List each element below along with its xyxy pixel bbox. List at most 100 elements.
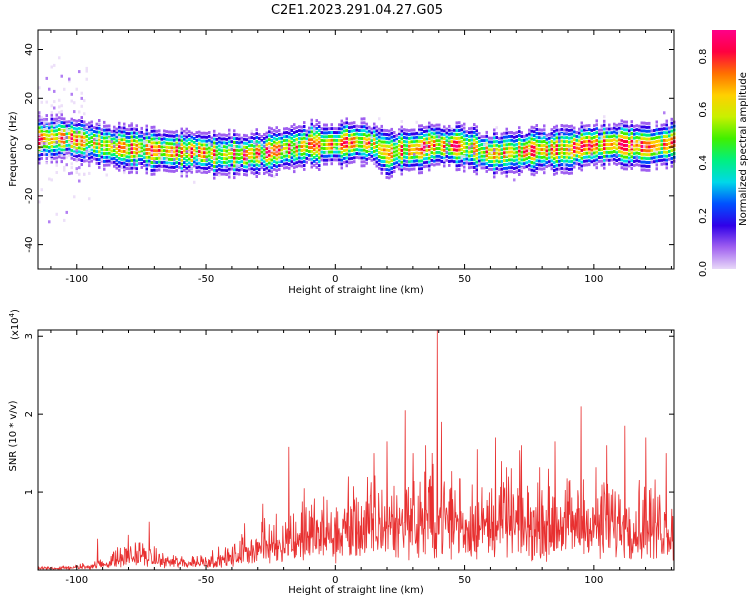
spectrogram-cell (335, 146, 338, 150)
spectrogram-cell (115, 154, 118, 158)
spectrogram-cell (570, 140, 573, 144)
spectrogram-cell (135, 143, 138, 147)
spectrogram-cell (123, 153, 126, 157)
spectrogram-cell (635, 156, 638, 160)
spectrogram-cell (210, 159, 213, 163)
spectrogram-cell (365, 161, 368, 165)
spectrogram-cell (53, 156, 56, 160)
spectrogram-cell (203, 135, 206, 139)
spectrogram-cell (263, 133, 266, 136)
spectrogram-cell (108, 151, 111, 155)
spectrogram-cell (663, 127, 666, 131)
spectrogram-cell (560, 159, 563, 163)
spectrogram-cell (278, 132, 281, 136)
spectrogram-cell (638, 132, 641, 136)
spectrogram-cell (178, 138, 181, 142)
spectrogram-cell (150, 141, 153, 145)
spectrogram-cell (48, 220, 51, 224)
spectrogram-cell (120, 126, 123, 130)
spectrogram-cell (268, 169, 271, 173)
spectrogram-cell (633, 152, 636, 156)
spectrogram-cell (580, 121, 583, 125)
spectrogram-cell (445, 127, 448, 131)
spectrogram-cell (108, 128, 111, 132)
spectrogram-cell (545, 141, 548, 145)
spectrogram-cell (380, 156, 383, 160)
spectrogram-cell (410, 136, 413, 140)
spectrogram-cell (93, 141, 96, 145)
spectrogram-cell (203, 162, 206, 166)
spectrogram-cell (220, 137, 223, 141)
spectrogram-cell (425, 164, 428, 168)
spectrogram-cell (73, 142, 76, 146)
spectrogram-cell (560, 163, 563, 166)
spectrogram-cell (630, 145, 633, 149)
spectrogram-cell (315, 123, 318, 126)
spectrogram-cell (433, 147, 436, 151)
spectrogram-cell (118, 121, 121, 125)
spectrogram-cell (168, 169, 171, 173)
spectrogram-cell (370, 158, 373, 162)
spectrogram-cell (475, 137, 478, 141)
spectrogram-cell (203, 155, 206, 159)
spectrogram-cell (213, 161, 216, 164)
spectrogram-cell (63, 117, 66, 121)
spectrogram-cell (373, 130, 376, 134)
spectrogram-cell (473, 134, 476, 138)
spectrogram-cell (335, 142, 338, 146)
spectrogram-cell (295, 157, 298, 161)
spectrogram-cell (505, 127, 508, 131)
spectrogram-cell (215, 134, 218, 137)
spectrogram-cell (533, 157, 536, 161)
spectrogram-cell (535, 139, 538, 143)
spectrogram-cell (408, 148, 411, 152)
spectrogram-cell (640, 156, 643, 160)
spectrogram-cell (593, 159, 596, 163)
spectrogram-cell (383, 148, 386, 152)
spectrogram-cell (70, 117, 73, 121)
spectrogram-cell (215, 153, 218, 157)
spectrogram-cell (468, 138, 471, 142)
spectrogram-cell (285, 146, 288, 150)
spectrogram-cell (380, 160, 383, 163)
spectrogram-cell (498, 152, 501, 156)
spectrogram-cell (603, 158, 606, 162)
spectrogram-cell (530, 141, 533, 145)
spectrogram-cell (200, 135, 203, 139)
spectrogram-cell (340, 146, 343, 150)
spectrogram-cell (503, 139, 506, 143)
spectrogram-cell (250, 143, 253, 147)
spectrogram-cell (655, 128, 658, 132)
spectrogram-cell (310, 134, 313, 138)
spectrogram-cell (385, 129, 388, 133)
spectrogram-cell (485, 130, 488, 134)
spectrogram-cell (238, 141, 241, 145)
spectrogram-cell (428, 152, 431, 156)
snr-y-tick-label: 3 (24, 333, 35, 339)
spectrogram-cell (603, 139, 606, 143)
spectrogram-cell (618, 142, 621, 146)
spectrogram-cell (223, 133, 226, 137)
spectrogram-cell (493, 144, 496, 148)
spectrogram-cell (245, 173, 248, 177)
spectrogram-cell (155, 145, 158, 149)
spectrogram-cell (365, 146, 368, 150)
spectrogram-cell (50, 104, 53, 108)
spectrogram-cell (75, 147, 78, 150)
spectrogram-cell (325, 135, 328, 139)
spectrogram-cell (343, 121, 346, 125)
spectrogram-cell (298, 144, 301, 148)
spectrogram-cell (100, 132, 103, 136)
spectrogram-cells (38, 56, 676, 224)
spectrogram-cell (203, 166, 206, 170)
spectrogram-cell (603, 127, 606, 131)
spectrogram-cell (230, 147, 233, 151)
spectrogram-cell (475, 125, 478, 129)
spectrogram-cell (80, 127, 83, 131)
spectrogram-cell (75, 167, 78, 171)
spectrogram-cell (238, 164, 241, 168)
spectrogram-cell (543, 132, 546, 136)
spectrogram-cell (478, 151, 481, 155)
spectrogram-cell (88, 152, 91, 156)
spectrogram-cell (163, 156, 166, 160)
